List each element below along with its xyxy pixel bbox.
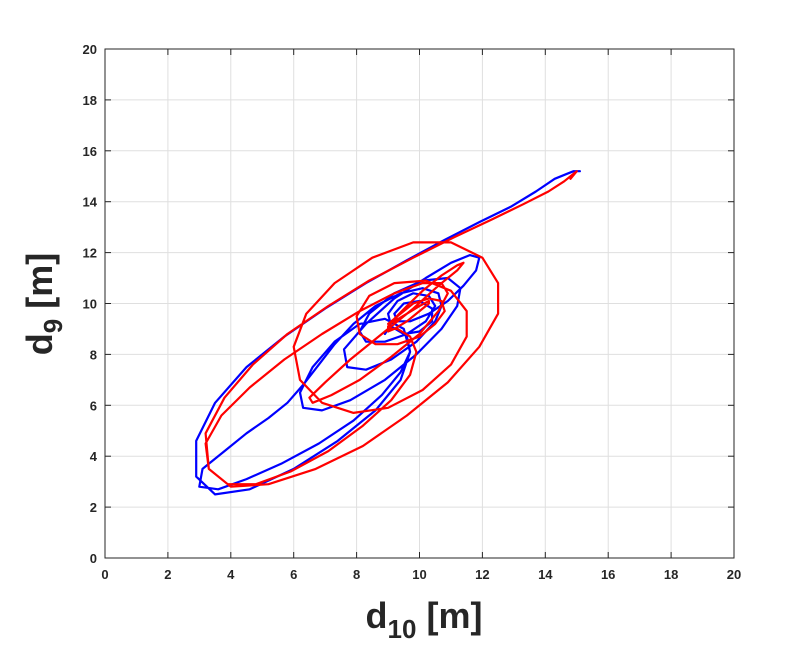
x-tick-label: 2	[164, 567, 171, 582]
y-axis-label-subscript: 9	[38, 319, 68, 333]
y-tick-label: 18	[83, 93, 97, 108]
x-tick-labels: 0 2 4 6 8 10 12 14 16 18 20	[101, 567, 741, 582]
x-tick-label: 10	[412, 567, 426, 582]
series-layer	[195, 170, 581, 496]
y-tick-label: 20	[83, 42, 97, 57]
y-axis-label-unit: [m]	[19, 253, 60, 319]
x-axis-label-subscript: 10	[388, 614, 417, 644]
y-tick-label: 2	[90, 500, 97, 515]
y-tick-label: 6	[90, 398, 97, 413]
y-tick-label: 8	[90, 347, 97, 362]
y-tick-label: 16	[83, 144, 97, 159]
x-tick-label: 14	[538, 567, 553, 582]
y-axis-label: d9 [m]	[19, 253, 68, 355]
x-tick-label: 4	[227, 567, 235, 582]
x-tick-label: 18	[664, 567, 678, 582]
y-tick-labels: 0 2 4 6 8 10 12 14 16 18 20	[83, 42, 98, 566]
x-tick-label: 16	[601, 567, 615, 582]
series-red-line	[204, 170, 578, 488]
y-tick-label: 0	[90, 551, 97, 566]
x-tick-label: 8	[353, 567, 360, 582]
y-tick-label: 12	[83, 246, 97, 261]
x-tick-label: 20	[727, 567, 741, 582]
x-axis-label: d10 [m]	[366, 595, 483, 644]
y-tick-label: 4	[90, 449, 98, 464]
x-axis-label-unit: [m]	[416, 595, 482, 636]
y-tick-label: 10	[83, 297, 97, 312]
x-tick-label: 0	[101, 567, 108, 582]
x-tick-label: 12	[475, 567, 489, 582]
tick-marks	[104, 48, 735, 559]
x-tick-label: 6	[290, 567, 297, 582]
y-tick-label: 14	[83, 195, 98, 210]
